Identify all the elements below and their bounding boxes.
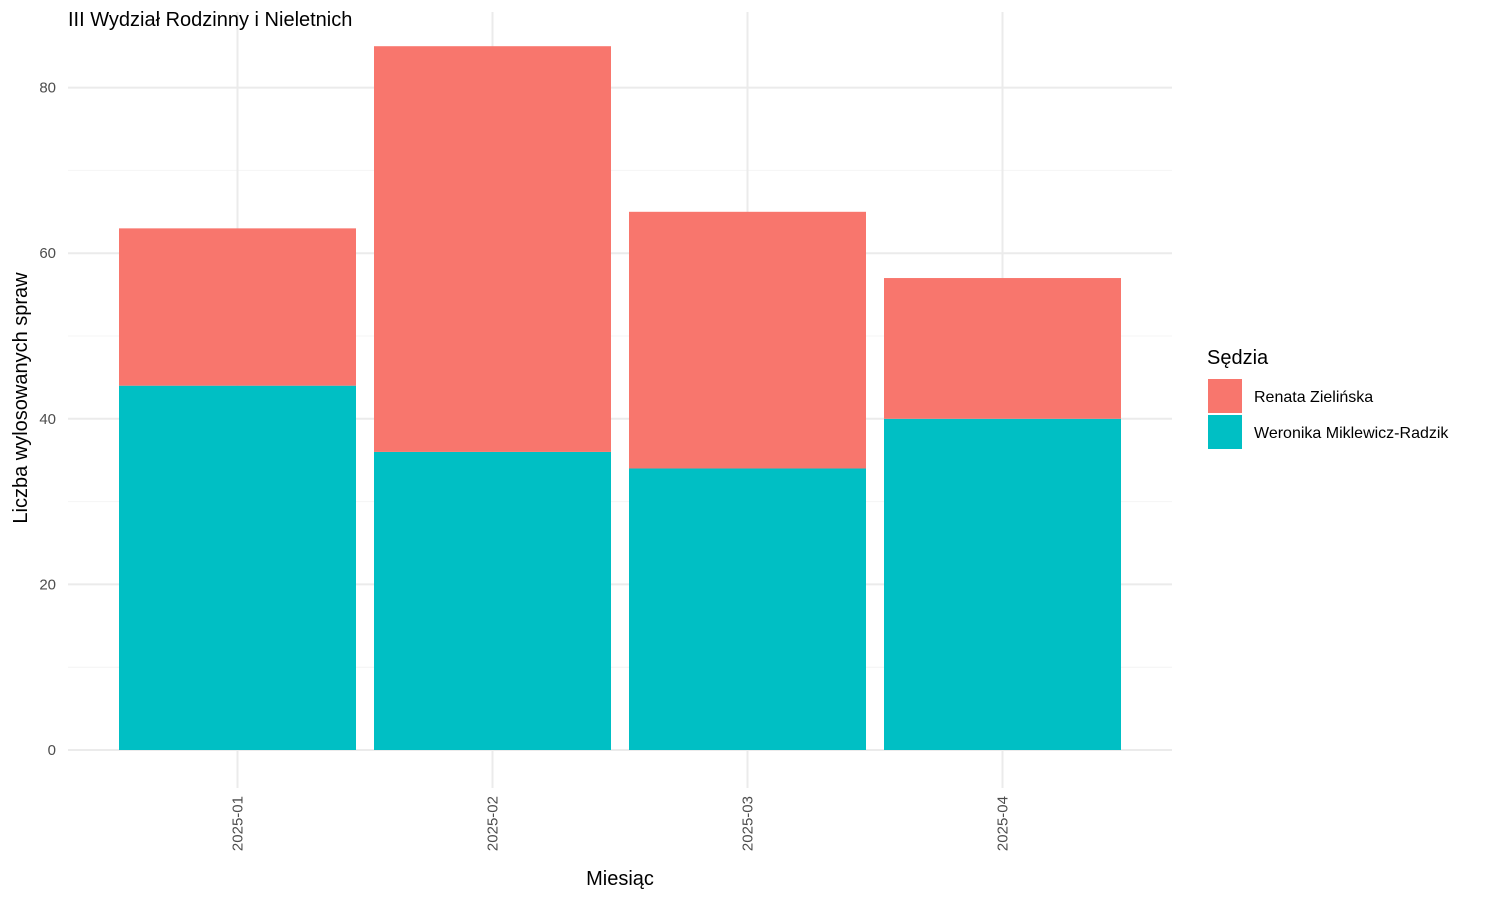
y-tick-label: 60 [39,245,56,262]
legend-key [1208,379,1242,413]
bar-segment [629,468,866,750]
y-axis-title: Liczba wylosowanych spraw [10,272,32,524]
bar-segment [629,211,866,469]
bar-segment [884,418,1121,750]
y-tick-label: 0 [48,742,56,759]
bar-segment [374,46,611,452]
legend-title: Sędzia [1207,347,1269,369]
chart-title: III Wydział Rodzinny i Nieletnich [68,9,352,31]
bar-segment [374,451,611,750]
legend: Sędzia Renata Zielińska Weronika Miklewic… [1207,347,1449,449]
bar-segment [119,228,356,386]
y-tick-label: 40 [39,411,56,428]
bars-layer [119,46,1121,750]
bar-segment [119,385,356,750]
x-tick-label: 2025-02 [485,796,502,851]
legend-label: Weronika Miklewicz-Radzik [1254,425,1449,442]
legend-key [1208,415,1242,449]
legend-label: Renata Zielińska [1254,389,1373,406]
bar-segment [884,278,1121,419]
x-axis-ticks: 2025-01 2025-02 2025-03 2025-04 [230,796,1012,851]
y-axis-ticks: 0 20 40 60 80 [39,80,56,759]
x-tick-label: 2025-03 [740,796,757,851]
y-tick-label: 20 [39,576,56,593]
y-tick-label: 80 [39,80,56,97]
x-tick-label: 2025-01 [230,796,247,851]
x-axis-title: Miesiąc [586,868,654,890]
x-tick-label: 2025-04 [995,796,1012,851]
